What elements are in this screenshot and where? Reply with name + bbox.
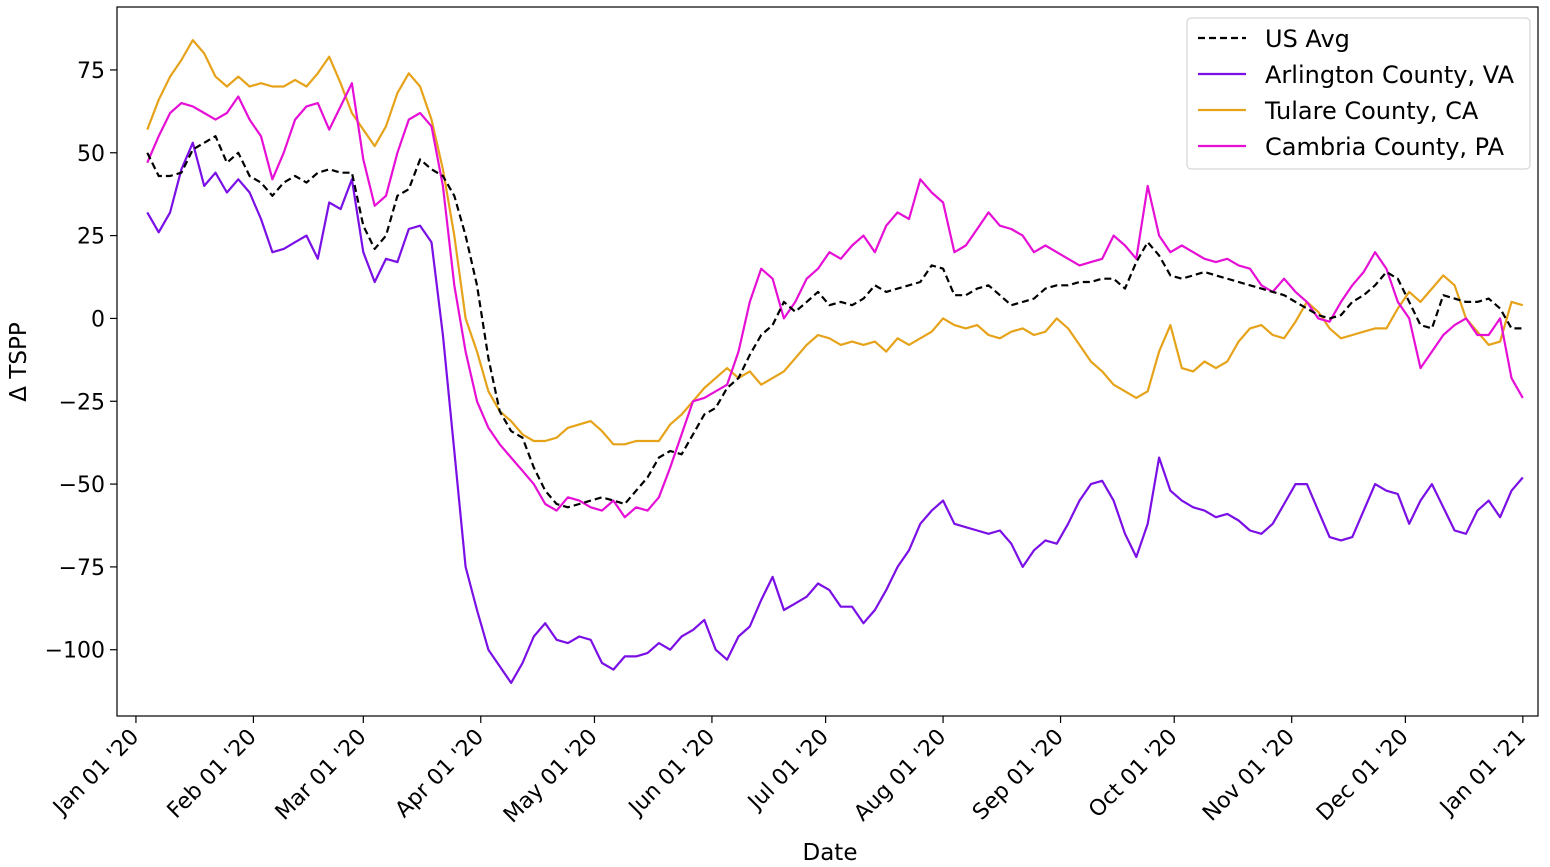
y-tick-label: −50: [59, 473, 105, 498]
x-tick-label: Mar 01 '20: [271, 725, 372, 826]
legend-label: US Avg: [1265, 25, 1350, 53]
x-tick-label: Jan 01 '21: [1434, 725, 1531, 822]
x-axis-title: Date: [803, 840, 858, 866]
legend-label: Tulare County, CA: [1264, 97, 1479, 125]
x-tick-label: Jan 01 '20: [47, 725, 144, 822]
x-tick-label: May 01 '20: [499, 725, 603, 829]
y-tick-label: −100: [45, 639, 105, 664]
x-tick-label: Oct 01 '20: [1084, 725, 1182, 823]
x-tick-label: Nov 01 '20: [1198, 725, 1300, 827]
series-line-3: [146, 82, 1524, 519]
x-tick-label: Dec 01 '20: [1312, 725, 1414, 827]
y-tick-label: 75: [77, 59, 105, 84]
y-tick-label: 50: [77, 142, 105, 167]
plot-frame: [116, 6, 1539, 717]
series-layer: [146, 38, 1524, 685]
y-tick-label: −25: [59, 390, 105, 415]
legend-frame: [1186, 17, 1531, 170]
legend-items: US Avg Arlington County, VA Tulare County,…: [1198, 25, 1515, 161]
y-axis: 75 50 25 0 −25 −50 −75 −100: [45, 59, 117, 664]
x-tick-label: Jul 01 '20: [742, 725, 834, 817]
x-tick-label: Sep 01 '20: [968, 725, 1069, 826]
y-tick-label: 25: [77, 225, 105, 250]
y-tick-label: −75: [59, 556, 105, 581]
y-tick-label: 0: [91, 307, 105, 332]
legend-label: Cambria County, PA: [1265, 133, 1505, 161]
x-tick-label: Jun 01 '20: [623, 725, 720, 822]
y-axis-title: Δ TSPP: [6, 322, 32, 402]
x-tick-label: Apr 01 '20: [391, 725, 489, 823]
legend: US Avg Arlington County, VA Tulare County,…: [1186, 17, 1531, 170]
x-tick-label: Aug 01 '20: [850, 725, 952, 827]
series-line-1: [146, 141, 1524, 685]
series-line-0: [146, 135, 1523, 509]
legend-label: Arlington County, VA: [1265, 61, 1515, 89]
series-line-2: [146, 38, 1524, 446]
x-tick-label: Feb 01 '20: [163, 725, 262, 824]
x-axis: Jan 01 '20 Feb 01 '20 Mar 01 '20 Apr 01 '20…: [47, 716, 1531, 828]
